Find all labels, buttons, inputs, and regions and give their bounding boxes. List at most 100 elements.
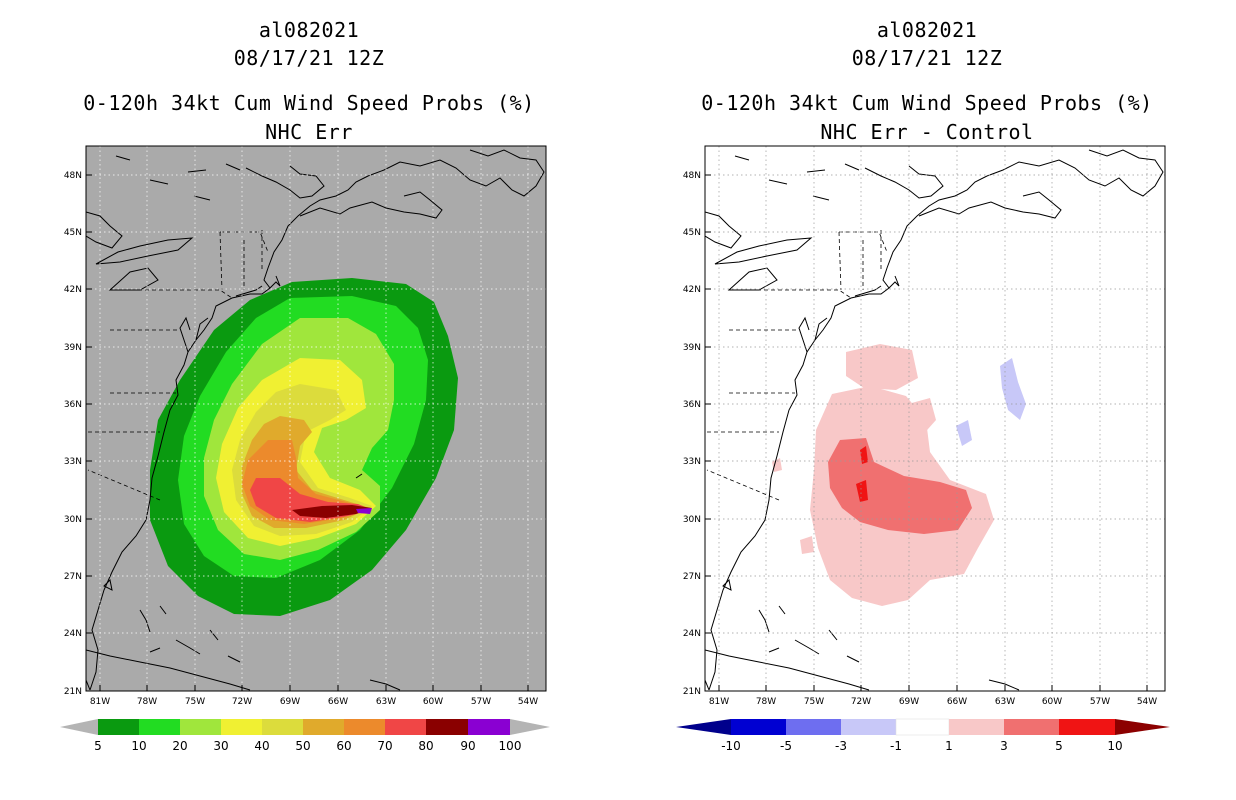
lon-label: 54W (518, 697, 538, 707)
left-datetime: 08/17/21 12Z (233, 46, 385, 70)
colorbar-swatch (303, 719, 344, 735)
colorbar-swatch (1004, 719, 1059, 735)
left-storm-id: al082021 (258, 18, 360, 42)
lon-label: 72W (232, 697, 252, 707)
lon-label: 69W (899, 697, 919, 707)
diff-neg1-region (956, 420, 972, 446)
lat-label: 48N (683, 171, 701, 181)
colorbar-swatch (731, 719, 786, 735)
lon-label: 75W (185, 697, 205, 707)
colorbar-right-end (1115, 719, 1170, 735)
right-lat-labels: 48N 45N 42N 39N 36N 33N 30N 27N 24N 21N (683, 171, 701, 697)
right-grid (705, 146, 1165, 691)
right-difference-field (705, 149, 1164, 691)
diff-pos5-region (856, 480, 868, 502)
colorbar-label: 70 (377, 739, 392, 753)
left-probability-field (86, 149, 545, 691)
colorbar-label: -1 (890, 739, 902, 753)
colorbar-label: 3 (1000, 739, 1008, 753)
colorbar-swatch (895, 718, 950, 736)
colorbar-label: 5 (1055, 739, 1063, 753)
colorbar-swatch (949, 719, 1004, 735)
right-map-frame (704, 145, 1166, 692)
colorbar-swatch (262, 719, 303, 735)
colorbar-swatch (385, 719, 426, 735)
colorbar-swatch (221, 719, 262, 735)
colorbar-label: 10 (131, 739, 146, 753)
right-map: 48N 45N 42N 39N 36N 33N 30N 27N 24N 21N … (683, 145, 1166, 707)
lat-label: 33N (64, 457, 82, 467)
colorbar-label: 30 (213, 739, 228, 753)
colorbar-swatch (786, 719, 841, 735)
colorbar-label: -5 (780, 739, 792, 753)
lon-label: 57W (1090, 697, 1110, 707)
diff-pos1-region (846, 344, 918, 390)
lat-label: 48N (64, 171, 82, 181)
lon-label: 66W (328, 697, 348, 707)
colorbar-label: 10 (1107, 739, 1122, 753)
colorbar-label: 5 (94, 739, 102, 753)
colorbar-swatch (98, 719, 139, 735)
right-datetime: 08/17/21 12Z (851, 46, 1003, 70)
colorbar-left-end (676, 719, 731, 735)
diff-pos1-region (772, 458, 782, 472)
lat-label: 24N (64, 629, 82, 639)
lat-label: 21N (64, 687, 82, 697)
right-lon-labels: 81W 78W 75W 72W 69W 66W 63W 60W 57W 54W (709, 697, 1157, 707)
diff-pos1-region (908, 398, 936, 438)
left-map: 48N 45N 42N 39N 36N 33N 30N 27N 24N 21N … (64, 145, 547, 707)
colorbar-label: 90 (460, 739, 475, 753)
lon-label: 57W (471, 697, 491, 707)
right-subtitle: NHC Err - Control (820, 120, 1034, 144)
lat-label: 36N (64, 400, 82, 410)
left-map-frame (85, 145, 547, 692)
left-subtitle: NHC Err (265, 120, 353, 144)
lon-label: 78W (137, 697, 157, 707)
small-island-mark (355, 473, 363, 479)
colorbar-swatch (1059, 719, 1115, 735)
colorbar-swatch (180, 719, 221, 735)
colorbar-label: 20 (172, 739, 187, 753)
lat-label: 42N (683, 285, 701, 295)
colorbar-label: 50 (295, 739, 310, 753)
lat-label: 30N (683, 515, 701, 525)
colorbar-swatch (468, 719, 510, 735)
diff-pos1-region (800, 536, 814, 554)
colorbar-label: 60 (336, 739, 351, 753)
lon-label: 81W (709, 697, 729, 707)
right-colorbar: -10 -5 -3 -1 1 3 5 10 (676, 718, 1170, 753)
lon-label: 78W (756, 697, 776, 707)
lat-label: 27N (64, 572, 82, 582)
lon-label: 72W (851, 697, 871, 707)
lon-label: 63W (376, 697, 396, 707)
right-ticks (705, 174, 1148, 691)
lat-label: 24N (683, 629, 701, 639)
diff-neg1-region (1000, 358, 1026, 420)
lat-label: 27N (683, 572, 701, 582)
lon-label: 75W (804, 697, 824, 707)
left-colorbar: 5 10 20 30 40 50 60 70 80 90 100 (60, 719, 550, 753)
lat-label: 30N (64, 515, 82, 525)
left-product-title: 0-120h 34kt Cum Wind Speed Probs (%) (83, 91, 535, 115)
right-storm-id: al082021 (876, 18, 978, 42)
lon-label: 60W (1042, 697, 1062, 707)
colorbar-swatch (426, 719, 468, 735)
lat-label: 21N (683, 687, 701, 697)
colorbar-label: 40 (254, 739, 269, 753)
left-lon-labels: 81W 78W 75W 72W 69W 66W 63W 60W 57W 54W (90, 697, 538, 707)
colorbar-label: -10 (721, 739, 741, 753)
lat-label: 42N (64, 285, 82, 295)
lon-label: 69W (280, 697, 300, 707)
lon-label: 60W (423, 697, 443, 707)
lat-label: 45N (683, 228, 701, 238)
lat-label: 36N (683, 400, 701, 410)
colorbar-swatch (344, 719, 385, 735)
colorbar-right-end (510, 719, 550, 735)
colorbar-label: 1 (945, 739, 953, 753)
lat-label: 39N (64, 343, 82, 353)
prob-100-contour (356, 508, 372, 514)
diff-pos5-region (860, 446, 868, 464)
colorbar-label: -3 (835, 739, 847, 753)
right-product-title: 0-120h 34kt Cum Wind Speed Probs (%) (701, 91, 1153, 115)
